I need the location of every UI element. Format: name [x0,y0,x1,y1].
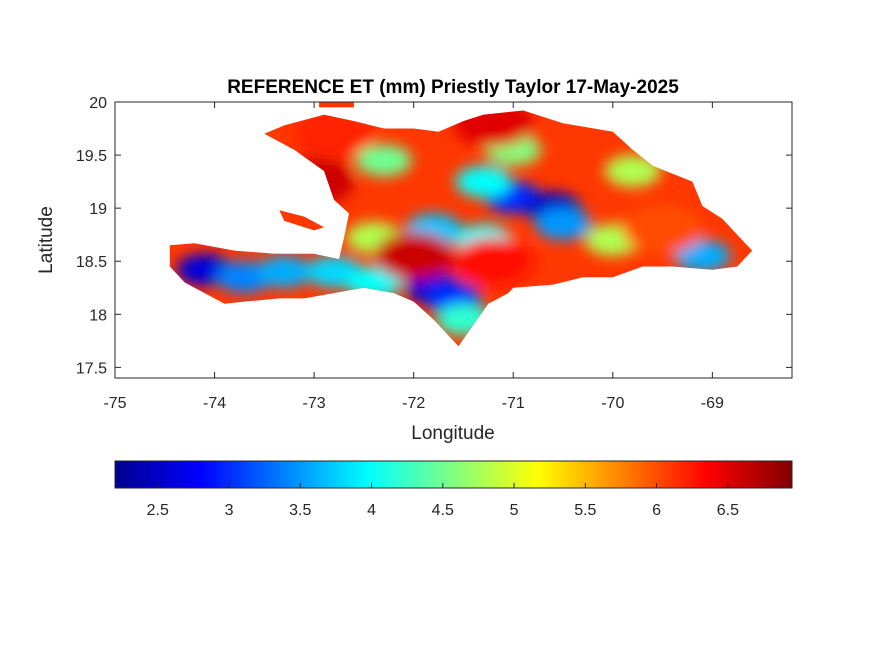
x-tick-label: -75 [103,395,126,412]
value-blob [355,144,412,177]
colorbar-tick-label: 4 [367,502,376,519]
y-tick-label: 17.5 [76,360,107,377]
value-blob [294,109,375,158]
x-tick-label: -73 [303,395,326,412]
x-axis-label: Longitude [411,423,494,444]
colorbar-tick-label: 3.5 [289,502,311,519]
value-blob [622,205,703,254]
y-axis-label: Latitude [36,206,57,274]
x-tick-label: -74 [203,395,226,412]
value-blob [535,208,592,241]
colorbar-ticks: 2.5 3 3.5 4 4.5 5 5.5 6 6.5 [147,483,739,519]
value-blob [453,237,534,286]
x-tick-label: -72 [402,395,425,412]
y-tick-label: 19.5 [76,148,107,165]
y-tick-label: 18.5 [76,254,107,271]
colorbar-tick-label: 2.5 [147,502,169,519]
value-blob [604,155,661,187]
y-tick-label: 19 [89,201,107,218]
value-blob [674,239,731,272]
x-ticks: -75 -74 -73 -72 -71 -70 -69 [103,102,724,412]
y-tick-label: 18 [89,307,107,324]
y-tick-label: 20 [89,95,107,112]
axes-box [114,101,793,379]
colorbar-gradient [114,460,793,489]
value-blob [256,255,313,288]
plot-axes: -75 -74 -73 -72 -71 -70 -69 17.5 18 18.5 19 19.5 20 [76,95,793,412]
colorbar: 2.5 3 3.5 4 4.5 5 5.5 6 6.5 [114,460,793,519]
colorbar-tick-label: 5 [510,502,519,519]
colorbar-tick-label: 6 [652,502,661,519]
colorbar-tick-label: 6.5 [717,502,739,519]
colorbar-tick-label: 3 [225,502,234,519]
colorbar-tick-label: 5.5 [574,502,596,519]
y-ticks: 17.5 18 18.5 19 19.5 20 [76,95,792,377]
colorbar-tick-label: 4.5 [432,502,454,519]
value-blob [373,231,454,280]
x-tick-label: -70 [601,395,624,412]
x-tick-label: -69 [701,395,724,412]
chart-title: REFERENCE ET (mm) Priestly Taylor 17-May… [227,77,679,98]
x-tick-label: -71 [502,395,525,412]
value-blob [455,165,512,198]
